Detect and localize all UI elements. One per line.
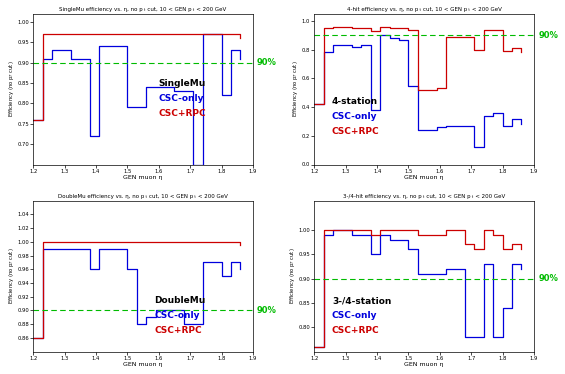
Text: 90%: 90% xyxy=(538,31,558,40)
X-axis label: GEN muon η: GEN muon η xyxy=(405,362,444,367)
Text: 90%: 90% xyxy=(538,274,558,283)
Text: CSC+RPC: CSC+RPC xyxy=(154,327,202,335)
Text: CSC+RPC: CSC+RPC xyxy=(332,127,380,137)
Title: SingleMu efficiency vs. η, no p ₜ cut, 10 < GEN p ₜ < 200 GeV: SingleMu efficiency vs. η, no p ₜ cut, 1… xyxy=(59,7,227,12)
Text: CSC+RPC: CSC+RPC xyxy=(158,109,206,118)
Title: 4-hit efficiency vs. η, no p ₜ cut, 10 < GEN p ₜ < 200 GeV: 4-hit efficiency vs. η, no p ₜ cut, 10 <… xyxy=(347,7,502,12)
Text: 4-station: 4-station xyxy=(332,97,378,106)
Text: DoubleMu: DoubleMu xyxy=(154,296,205,305)
Y-axis label: Efficiency (no p$_T$ cut): Efficiency (no p$_T$ cut) xyxy=(7,61,16,117)
Text: CSC-only: CSC-only xyxy=(332,311,377,320)
Text: CSC-only: CSC-only xyxy=(158,94,204,103)
Text: CSC-only: CSC-only xyxy=(154,311,199,320)
X-axis label: GEN muon η: GEN muon η xyxy=(405,175,444,180)
Y-axis label: Efficiency (no p$_T$ cut): Efficiency (no p$_T$ cut) xyxy=(288,248,297,304)
Title: DoubleMu efficiency vs. η, no p ₜ cut, 10 < GEN p ₜ < 200 GeV: DoubleMu efficiency vs. η, no p ₜ cut, 1… xyxy=(58,194,228,199)
Y-axis label: Efficiency (no p$_T$ cut): Efficiency (no p$_T$ cut) xyxy=(7,248,16,304)
X-axis label: GEN muon η: GEN muon η xyxy=(123,362,163,367)
Text: 90%: 90% xyxy=(257,58,277,67)
Text: 90%: 90% xyxy=(257,306,277,315)
Text: CSC+RPC: CSC+RPC xyxy=(332,327,380,335)
X-axis label: GEN muon η: GEN muon η xyxy=(123,175,163,180)
Text: CSC-only: CSC-only xyxy=(332,112,377,121)
Text: SingleMu: SingleMu xyxy=(158,79,206,88)
Text: 3-/4-station: 3-/4-station xyxy=(332,296,392,305)
Title: 3-/4-hit efficiency vs. η, no p ₜ cut, 10 < GEN p ₜ < 200 GeV: 3-/4-hit efficiency vs. η, no p ₜ cut, 1… xyxy=(343,194,505,199)
Y-axis label: Efficiency (no p$_T$ cut): Efficiency (no p$_T$ cut) xyxy=(292,61,301,117)
